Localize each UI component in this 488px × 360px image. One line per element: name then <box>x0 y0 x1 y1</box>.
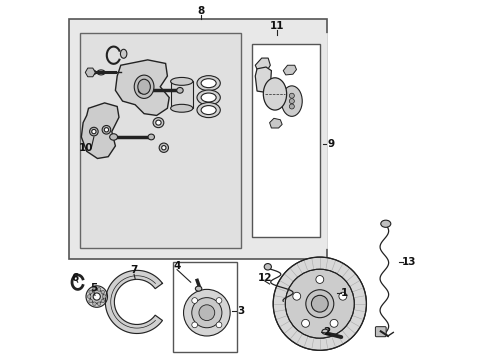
Text: 8: 8 <box>198 6 204 17</box>
Circle shape <box>216 322 222 328</box>
Ellipse shape <box>134 75 154 98</box>
Ellipse shape <box>148 134 154 140</box>
Bar <box>251 44 319 237</box>
Polygon shape <box>81 103 119 158</box>
Text: 3: 3 <box>237 306 244 316</box>
Ellipse shape <box>138 87 146 94</box>
Ellipse shape <box>153 118 163 128</box>
Bar <box>172 262 237 352</box>
Circle shape <box>183 289 230 336</box>
Circle shape <box>191 298 222 328</box>
Ellipse shape <box>93 293 100 300</box>
Ellipse shape <box>321 329 328 334</box>
Ellipse shape <box>97 70 105 75</box>
Circle shape <box>289 104 294 109</box>
Ellipse shape <box>138 79 150 94</box>
Circle shape <box>329 319 337 327</box>
FancyBboxPatch shape <box>375 327 386 337</box>
Circle shape <box>92 302 96 306</box>
Polygon shape <box>115 60 169 116</box>
Circle shape <box>89 299 92 303</box>
Text: 9: 9 <box>326 139 333 149</box>
Ellipse shape <box>170 77 192 85</box>
Polygon shape <box>255 58 270 73</box>
Circle shape <box>315 275 323 283</box>
Ellipse shape <box>197 103 220 118</box>
Ellipse shape <box>197 90 220 105</box>
Circle shape <box>104 128 108 132</box>
Circle shape <box>273 257 366 350</box>
Bar <box>80 33 241 248</box>
Ellipse shape <box>281 86 302 116</box>
Circle shape <box>191 298 197 303</box>
Ellipse shape <box>170 104 192 112</box>
Bar <box>171 81 192 108</box>
Circle shape <box>292 292 300 300</box>
Circle shape <box>301 319 309 327</box>
Circle shape <box>338 292 346 300</box>
Circle shape <box>89 127 98 136</box>
Ellipse shape <box>120 49 126 58</box>
Circle shape <box>97 302 101 306</box>
Ellipse shape <box>176 87 183 93</box>
Ellipse shape <box>201 105 216 114</box>
Polygon shape <box>105 270 162 333</box>
Ellipse shape <box>162 145 165 150</box>
Text: 1: 1 <box>341 288 348 298</box>
Circle shape <box>101 290 104 294</box>
Ellipse shape <box>264 264 271 270</box>
Circle shape <box>311 295 327 312</box>
Circle shape <box>102 295 106 298</box>
Text: 4: 4 <box>173 261 181 271</box>
Circle shape <box>289 93 294 98</box>
Polygon shape <box>255 67 271 92</box>
Circle shape <box>89 290 92 294</box>
Ellipse shape <box>197 76 220 91</box>
Text: 12: 12 <box>257 273 272 283</box>
Text: 13: 13 <box>401 257 415 267</box>
Circle shape <box>92 288 96 291</box>
Ellipse shape <box>195 286 202 291</box>
Text: 7: 7 <box>130 265 138 275</box>
Ellipse shape <box>88 70 96 75</box>
Circle shape <box>216 298 222 303</box>
Ellipse shape <box>155 120 161 125</box>
Bar <box>69 19 326 259</box>
Circle shape <box>191 322 197 328</box>
Circle shape <box>305 290 333 318</box>
Ellipse shape <box>86 286 107 307</box>
Circle shape <box>101 299 104 303</box>
Circle shape <box>87 295 91 298</box>
Ellipse shape <box>201 93 216 102</box>
Text: 11: 11 <box>269 21 284 31</box>
Text: 5: 5 <box>90 283 97 293</box>
Circle shape <box>92 130 96 134</box>
Circle shape <box>285 269 354 338</box>
Ellipse shape <box>201 79 216 87</box>
Circle shape <box>102 126 110 134</box>
Circle shape <box>199 305 214 320</box>
Ellipse shape <box>90 290 103 303</box>
Ellipse shape <box>159 143 168 152</box>
Polygon shape <box>283 65 296 75</box>
Ellipse shape <box>109 134 117 140</box>
Text: 10: 10 <box>79 143 93 153</box>
Text: 2: 2 <box>322 327 329 337</box>
Bar <box>244 33 326 248</box>
Circle shape <box>97 288 101 291</box>
Ellipse shape <box>263 78 286 110</box>
Polygon shape <box>269 118 282 128</box>
Circle shape <box>289 99 294 104</box>
Ellipse shape <box>380 220 390 227</box>
Text: 6: 6 <box>71 273 78 283</box>
